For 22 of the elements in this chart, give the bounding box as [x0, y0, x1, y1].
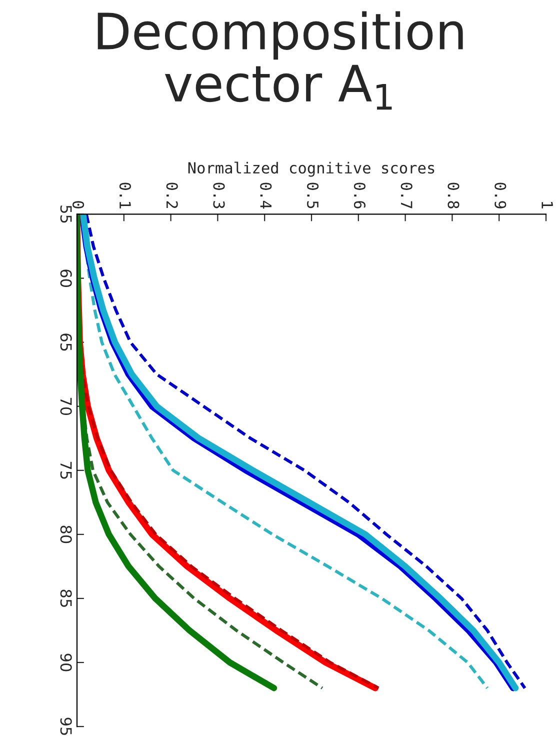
- chart-title: Decomposition vector A$_{1}$: [98, 11, 463, 110]
- x-tick-label: 0.1: [119, 182, 131, 208]
- x-tick-label: 1: [542, 202, 553, 208]
- y-tick-label: 55: [60, 206, 72, 223]
- y-tick-label: 85: [60, 590, 72, 607]
- y-tick-label: 95: [60, 718, 72, 735]
- x-axis-title: Normalized cognitive scores: [188, 162, 434, 177]
- y-tick-label: 65: [60, 334, 72, 351]
- x-tick-label: 0: [72, 201, 84, 208]
- x-tick-label: 0.9: [494, 182, 506, 208]
- y-tick-label: 60: [60, 270, 72, 287]
- y-tick-label: 75: [60, 462, 72, 479]
- x-tick-label: 0.7: [400, 182, 412, 208]
- x-tick-label: 0.5: [307, 182, 319, 208]
- y-tick-label: 90: [60, 654, 72, 672]
- x-tick-label: 0.2: [166, 182, 178, 208]
- x-tick-label: 0.8: [448, 182, 460, 208]
- y-tick-label: 70: [60, 398, 72, 416]
- x-tick-label: 0.6: [354, 182, 366, 208]
- x-tick-label: 0.3: [213, 182, 225, 208]
- y-tick-label: 80: [60, 526, 72, 544]
- x-tick-label: 0.4: [260, 182, 272, 209]
